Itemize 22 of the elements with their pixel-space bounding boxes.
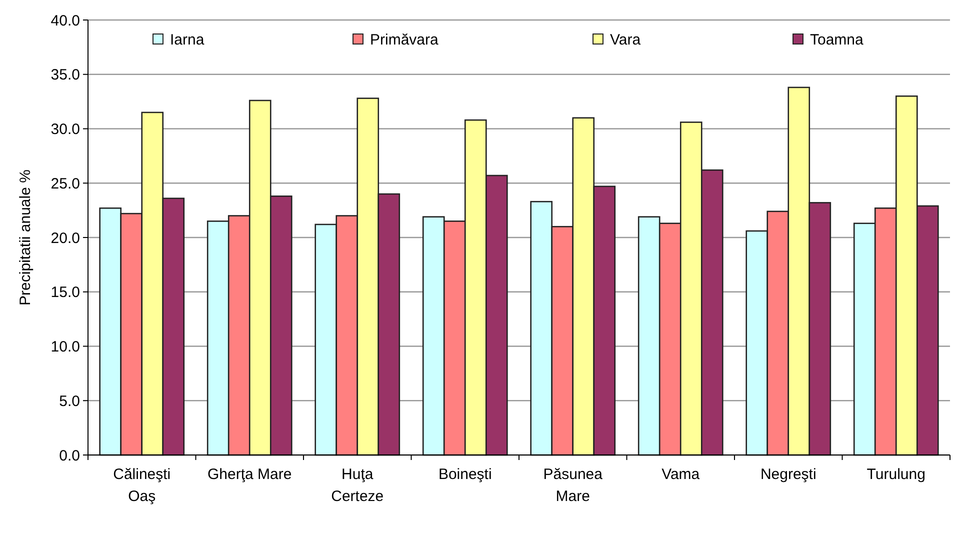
x-tick-label: Turulung bbox=[866, 466, 926, 483]
legend-label: Iarna bbox=[170, 31, 205, 48]
x-tick-label: Vama bbox=[662, 466, 700, 483]
y-tick-label: 15.0 bbox=[50, 284, 80, 302]
y-tick-label: 5.0 bbox=[59, 392, 80, 410]
y-tick-label: 20.0 bbox=[50, 230, 80, 247]
x-tick-label: Boineşti bbox=[438, 466, 492, 483]
x-tick-label: Păsunea Mare bbox=[543, 466, 604, 505]
y-tick-label: 0.0 bbox=[59, 447, 80, 464]
y-axis-title: Precipitatii anuale % bbox=[17, 170, 34, 306]
y-tick-label: 35.0 bbox=[50, 66, 80, 84]
legend-label: Primăvara bbox=[370, 31, 440, 48]
y-tick-label: 25.0 bbox=[50, 175, 80, 192]
y-tick-label: 10.0 bbox=[50, 338, 80, 356]
x-tick-label: Negreşti bbox=[760, 466, 816, 483]
x-tick-label: Călineşti Oaş bbox=[113, 466, 171, 505]
legend-label: Vara bbox=[610, 31, 642, 48]
y-tick-label: 40.0 bbox=[50, 12, 80, 30]
x-tick-label: Huţa Certeze bbox=[331, 466, 384, 505]
legend-label: Toamna bbox=[810, 31, 864, 48]
y-tick-label: 30.0 bbox=[50, 121, 80, 138]
x-tick-label: Gherţa Mare bbox=[208, 466, 292, 483]
